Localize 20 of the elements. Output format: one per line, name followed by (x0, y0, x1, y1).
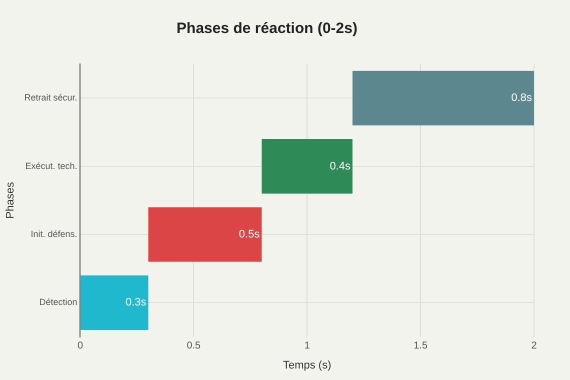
x-axis-title: Temps (s) (282, 359, 332, 372)
data-label: 0.8s (511, 92, 532, 104)
bar (262, 139, 352, 194)
bar (148, 207, 262, 262)
data-label: 0.3s (125, 296, 147, 309)
x-tick-label: 0 (77, 340, 84, 352)
data-label: 0.5s (238, 228, 260, 241)
chart-title: Phases de réaction (0-2s) (176, 20, 358, 38)
y-tick-label: Exécut. tech. (25, 160, 78, 171)
x-tick-label: 1 (304, 340, 310, 352)
bar (352, 70, 534, 126)
data-label: 0.4s (330, 160, 351, 172)
x-tick-label: 0.5 (186, 340, 202, 352)
y-tick-label: Init. défens. (30, 228, 78, 239)
y-tick-label: Détection (39, 297, 78, 308)
y-axis-title: Phases (4, 182, 17, 219)
x-tick-label: 2 (531, 340, 538, 352)
bar (80, 275, 148, 330)
y-tick-label: Retrait sécur. (24, 92, 78, 103)
x-tick-label: 1.5 (414, 340, 428, 352)
